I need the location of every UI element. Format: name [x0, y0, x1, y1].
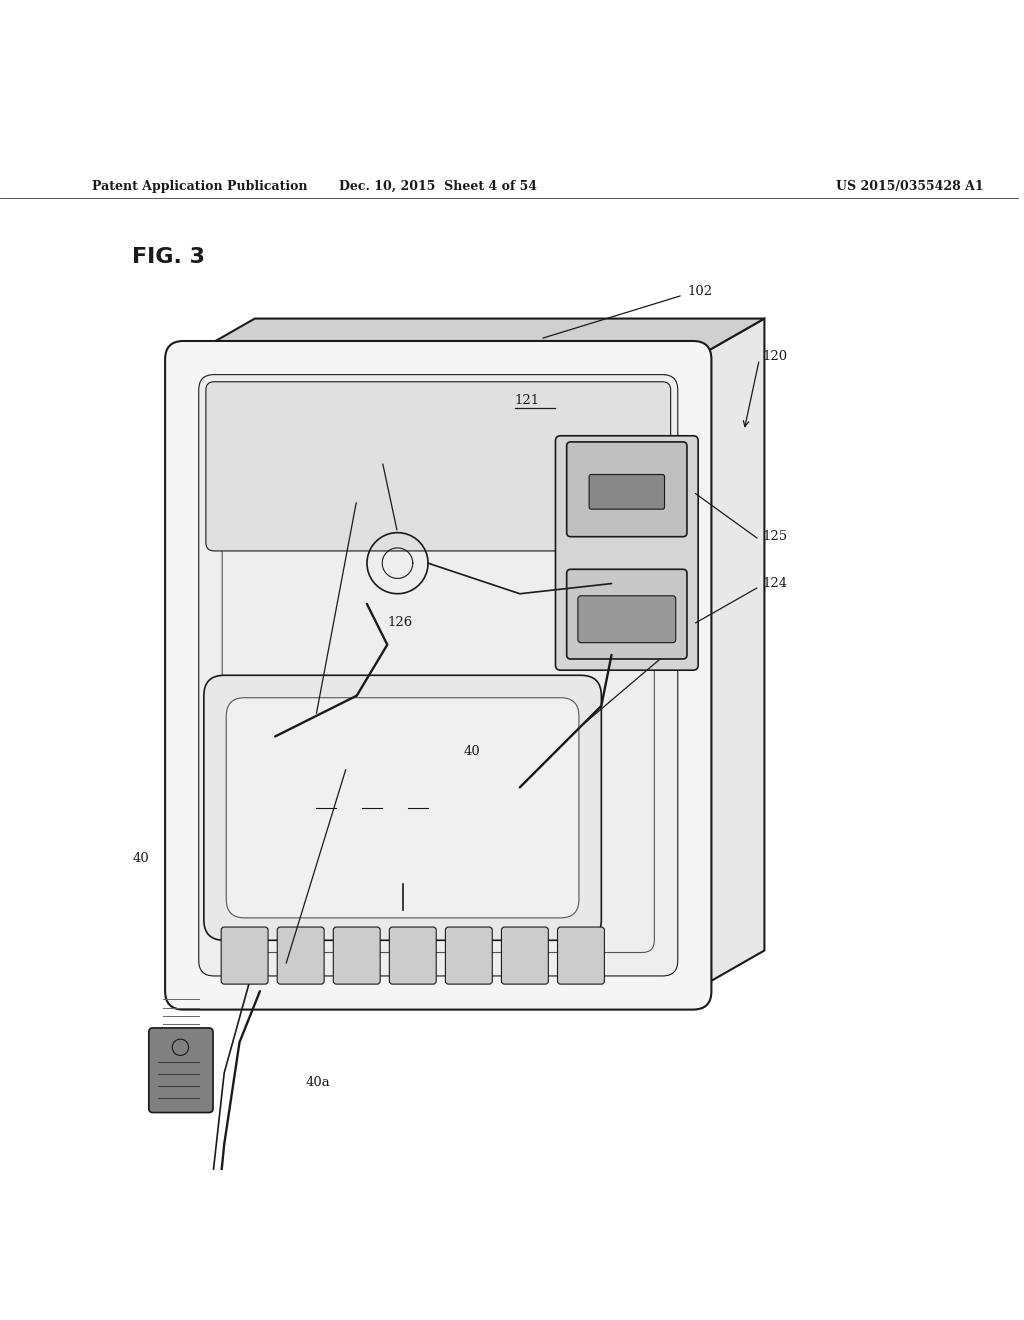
Text: Dec. 10, 2015  Sheet 4 of 54: Dec. 10, 2015 Sheet 4 of 54 [339, 180, 538, 193]
FancyBboxPatch shape [278, 927, 325, 985]
FancyBboxPatch shape [204, 676, 601, 940]
Text: FIG. 3: FIG. 3 [132, 247, 206, 268]
Text: 121: 121 [515, 393, 540, 407]
FancyBboxPatch shape [226, 698, 579, 917]
FancyBboxPatch shape [566, 569, 687, 659]
Text: 122: 122 [385, 451, 411, 465]
Text: 40: 40 [464, 746, 480, 758]
FancyBboxPatch shape [445, 927, 493, 985]
Text: 102: 102 [687, 285, 712, 297]
FancyBboxPatch shape [578, 595, 676, 643]
FancyBboxPatch shape [566, 442, 687, 537]
Polygon shape [693, 318, 765, 991]
Text: 127: 127 [327, 763, 351, 776]
FancyBboxPatch shape [199, 375, 678, 975]
FancyBboxPatch shape [502, 927, 548, 985]
FancyBboxPatch shape [206, 381, 671, 550]
FancyBboxPatch shape [165, 341, 712, 1010]
Text: 126: 126 [387, 616, 413, 628]
FancyBboxPatch shape [148, 1028, 213, 1113]
Text: US 2015/0355428 A1: US 2015/0355428 A1 [836, 180, 983, 193]
Text: Patent Application Publication: Patent Application Publication [92, 180, 307, 193]
Text: 123: 123 [359, 491, 385, 503]
Polygon shape [183, 318, 765, 359]
Text: 120: 120 [763, 350, 787, 363]
Text: 40a: 40a [306, 1077, 331, 1089]
Text: 40b: 40b [666, 647, 690, 660]
FancyBboxPatch shape [557, 927, 604, 985]
Text: 124: 124 [763, 577, 787, 590]
FancyBboxPatch shape [333, 927, 380, 985]
FancyBboxPatch shape [389, 927, 436, 985]
FancyBboxPatch shape [221, 927, 268, 985]
Text: 40: 40 [132, 853, 150, 865]
FancyBboxPatch shape [589, 474, 665, 510]
FancyBboxPatch shape [555, 436, 698, 671]
Text: 125: 125 [763, 531, 787, 543]
